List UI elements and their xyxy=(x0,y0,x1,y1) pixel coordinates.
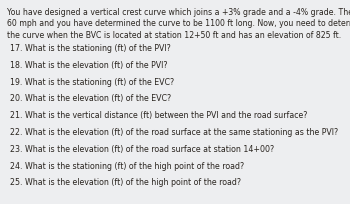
Text: 25. What is the elevation (ft) of the high point of the road?: 25. What is the elevation (ft) of the hi… xyxy=(10,177,241,186)
Text: the curve when the BVC is located at station 12+50 ft and has an elevation of 82: the curve when the BVC is located at sta… xyxy=(7,31,341,40)
Text: 21. What is the vertical distance (ft) between the PVI and the road surface?: 21. What is the vertical distance (ft) b… xyxy=(10,111,307,120)
Text: 20. What is the elevation (ft) of the EVC?: 20. What is the elevation (ft) of the EV… xyxy=(10,94,171,103)
Text: 19. What is the stationing (ft) of the EVC?: 19. What is the stationing (ft) of the E… xyxy=(10,77,174,86)
Text: 17. What is the stationing (ft) of the PVI?: 17. What is the stationing (ft) of the P… xyxy=(10,44,171,53)
Text: 60 mph and you have determined the curve to be 1100 ft long. Now, you need to de: 60 mph and you have determined the curve… xyxy=(7,19,350,28)
Text: 18. What is the elevation (ft) of the PVI?: 18. What is the elevation (ft) of the PV… xyxy=(10,61,168,69)
Text: You have designed a vertical crest curve which joins a +3% grade and a -4% grade: You have designed a vertical crest curve… xyxy=(7,8,350,17)
Text: 23. What is the elevation (ft) of the road surface at station 14+00?: 23. What is the elevation (ft) of the ro… xyxy=(10,144,274,153)
Text: 24. What is the stationing (ft) of the high point of the road?: 24. What is the stationing (ft) of the h… xyxy=(10,161,244,170)
Text: 22. What is the elevation (ft) of the road surface at the same stationing as the: 22. What is the elevation (ft) of the ro… xyxy=(10,127,338,136)
